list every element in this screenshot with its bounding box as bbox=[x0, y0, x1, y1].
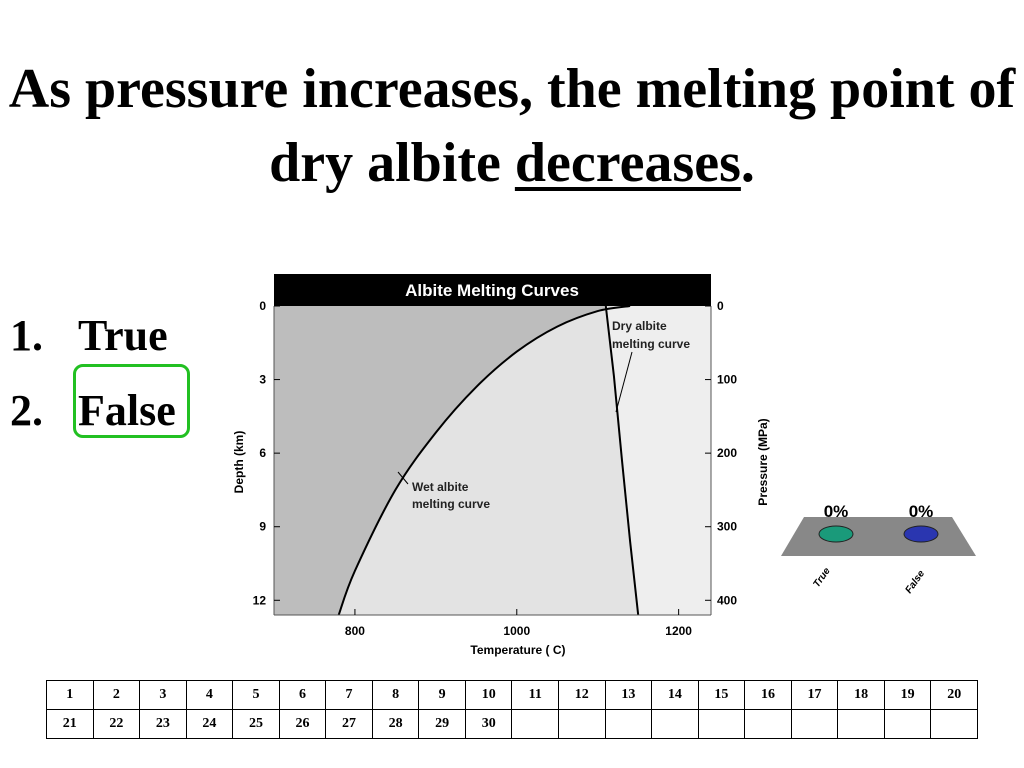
title-emphasis: decreases bbox=[514, 132, 741, 194]
grid-cell: 21 bbox=[46, 709, 94, 739]
wet-albite-melting-curve bbox=[337, 305, 631, 616]
x-axis-label: Temperature ( C) bbox=[470, 643, 565, 657]
poll-marker-false bbox=[903, 525, 939, 543]
poll-marker-true bbox=[818, 525, 854, 543]
chart-axes: 0 3 6 9 12 0 100 200 300 400 800 1000 1200 bbox=[253, 299, 738, 638]
grid-cell: 25 bbox=[232, 709, 280, 739]
grid-cell: 2 bbox=[92, 680, 141, 710]
grid-cell: 5 bbox=[232, 680, 280, 710]
poll-results-chart: 0% 0% True False bbox=[781, 502, 976, 596]
grid-cell: 20 bbox=[930, 680, 978, 710]
depth-tick-label: 12 bbox=[253, 593, 267, 607]
pressure-tick-label: 0 bbox=[717, 299, 724, 313]
grid-cell: 18 bbox=[837, 680, 885, 710]
grid-cell: 11 bbox=[511, 680, 560, 710]
dry-label-leader bbox=[615, 351, 633, 413]
depth-tick-label: 6 bbox=[259, 446, 266, 460]
poll-label-true: True bbox=[811, 565, 833, 589]
title-text: As pressure increases, the melting point… bbox=[8, 58, 1016, 194]
pressure-tick-label: 400 bbox=[717, 593, 737, 607]
grid-cell: 15 bbox=[697, 680, 746, 710]
option-label: True bbox=[78, 311, 168, 360]
grid-cell: 1 bbox=[46, 680, 94, 710]
grid-cell bbox=[790, 709, 839, 739]
title-period: . bbox=[740, 132, 755, 194]
grid-cell bbox=[604, 709, 653, 739]
grid-cell bbox=[697, 709, 746, 739]
pressure-tick-label: 100 bbox=[717, 373, 737, 387]
grid-cell: 19 bbox=[883, 680, 932, 710]
solid-region bbox=[274, 306, 631, 615]
pressure-tick-label: 200 bbox=[717, 446, 737, 460]
grid-cell: 17 bbox=[790, 680, 839, 710]
grid-cell: 24 bbox=[185, 709, 234, 739]
grid-cell bbox=[837, 709, 885, 739]
grid-cell: 10 bbox=[464, 680, 513, 710]
grid-cell: 6 bbox=[278, 680, 327, 710]
y-axis-label-depth: Depth (km) bbox=[232, 431, 246, 494]
partial-melt-region bbox=[338, 306, 639, 615]
option-number: 1. bbox=[10, 311, 43, 360]
poll-label-false: False bbox=[903, 568, 927, 596]
albite-melting-chart: Albite Melting Curves 0 3 6 9 12 0 100 200 300 40… bbox=[232, 274, 770, 657]
grid-cell bbox=[511, 709, 560, 739]
temperature-tick-label: 1000 bbox=[503, 624, 530, 638]
grid-cell bbox=[744, 709, 792, 739]
dry-curve-label: Dry albite melting curve bbox=[612, 319, 690, 351]
grid-cell bbox=[930, 709, 978, 739]
correct-answer-highlight bbox=[73, 364, 190, 438]
grid-cell: 29 bbox=[418, 709, 466, 739]
grid-cell: 28 bbox=[371, 709, 420, 739]
chart-title-bar bbox=[274, 274, 711, 306]
option-number: 2. bbox=[10, 386, 43, 435]
grid-cell: 22 bbox=[92, 709, 141, 739]
grid-cell: 3 bbox=[139, 680, 187, 710]
grid-cell: 9 bbox=[418, 680, 466, 710]
temperature-tick-label: 800 bbox=[345, 624, 365, 638]
grid-cell: 8 bbox=[371, 680, 420, 710]
depth-tick-label: 0 bbox=[259, 299, 266, 313]
dry-albite-melting-curve bbox=[604, 305, 640, 616]
grid-cell bbox=[558, 709, 606, 739]
grid-cell bbox=[651, 709, 699, 739]
depth-tick-label: 3 bbox=[259, 373, 266, 387]
grid-cell: 7 bbox=[325, 680, 373, 710]
poll-percent-false: 0% bbox=[909, 502, 934, 521]
wet-curve-label: Wet albite melting curve bbox=[412, 480, 490, 511]
grid-row: 21 22 23 24 25 26 27 28 29 30 bbox=[46, 709, 978, 739]
poll-percent-true: 0% bbox=[824, 502, 849, 521]
wet-label-leader bbox=[397, 471, 409, 485]
chart-title: Albite Melting Curves bbox=[405, 281, 579, 300]
grid-cell: 12 bbox=[558, 680, 606, 710]
response-grid: 1 2 3 4 5 6 7 8 9 10 11 12 13 14 15 16 17 18 19 20 21 22 23 24 2… bbox=[46, 680, 978, 739]
grid-cell bbox=[883, 709, 932, 739]
depth-tick-label: 9 bbox=[259, 520, 266, 534]
grid-cell: 23 bbox=[139, 709, 187, 739]
y-axis-label-pressure: Pressure (MPa) bbox=[756, 418, 770, 505]
temperature-tick-label: 1200 bbox=[665, 624, 692, 638]
grid-cell: 30 bbox=[464, 709, 513, 739]
pressure-tick-label: 300 bbox=[717, 520, 737, 534]
grid-cell: 26 bbox=[278, 709, 327, 739]
grid-cell: 16 bbox=[744, 680, 792, 710]
grid-cell: 13 bbox=[604, 680, 653, 710]
grid-cell: 27 bbox=[325, 709, 373, 739]
poll-platform bbox=[781, 517, 976, 556]
grid-cell: 4 bbox=[185, 680, 234, 710]
grid-row: 1 2 3 4 5 6 7 8 9 10 11 12 13 14 15 16 17 18 19 20 bbox=[46, 680, 978, 710]
slide-title: As pressure increases, the melting point… bbox=[0, 52, 1024, 200]
option-label: False bbox=[78, 386, 176, 435]
grid-cell: 14 bbox=[651, 680, 699, 710]
